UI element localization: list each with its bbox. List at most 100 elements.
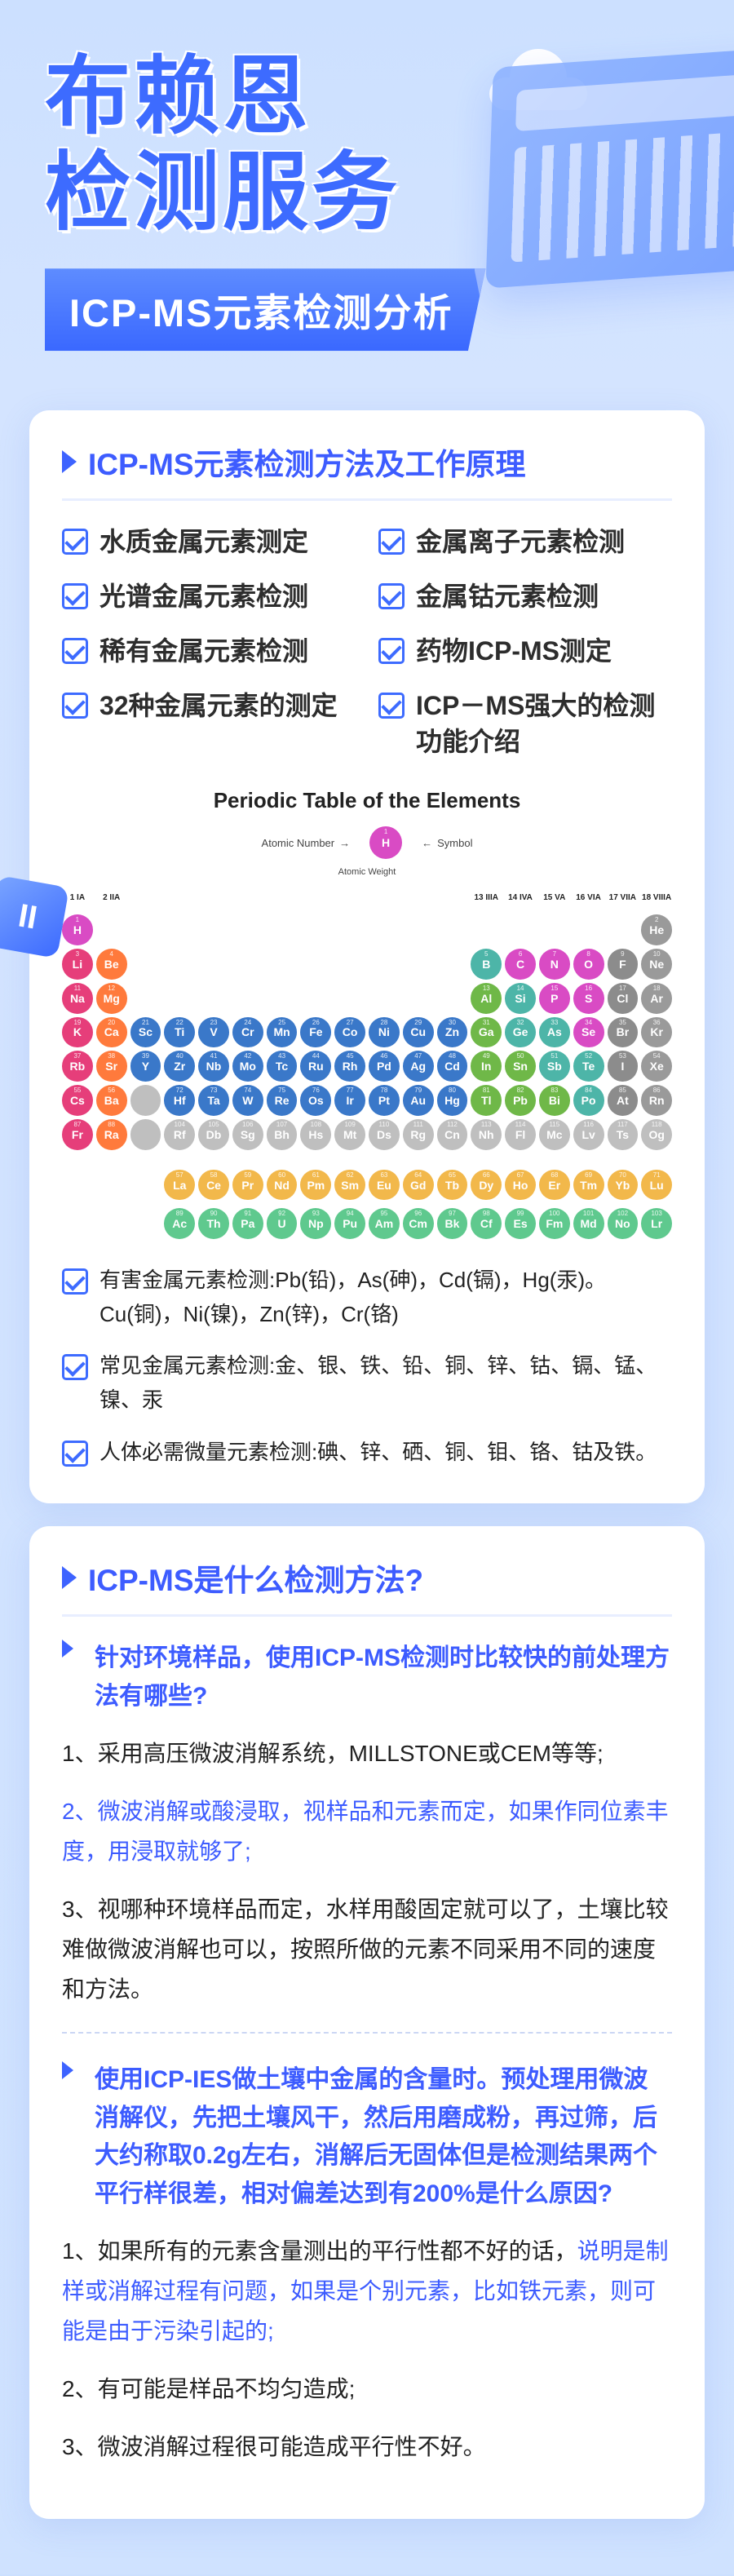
method-label: 药物ICP-MS测定: [416, 633, 612, 670]
element-empty: [437, 949, 468, 980]
note-row: 常见金属元素检测:金、银、铁、铅、铜、锌、钴、镉、锰、镍、汞: [62, 1349, 672, 1417]
element-cell: 19K: [62, 1017, 93, 1048]
element-cell: 94Pu: [334, 1208, 365, 1239]
element-cell: 116Lv: [573, 1119, 604, 1150]
element-cell: 65Tb: [437, 1170, 468, 1201]
element-cell: 59Pr: [232, 1170, 263, 1201]
element-cell: 36Kr: [641, 1017, 672, 1048]
element-cell: [130, 1119, 161, 1150]
element-cell: 45Rh: [334, 1051, 365, 1082]
method-item: 药物ICP-MS测定: [378, 633, 672, 670]
method-item: 稀有金属元素检测: [62, 633, 356, 670]
periodic-title: Periodic Table of the Elements: [62, 788, 672, 813]
element-cell: 107Bh: [267, 1119, 298, 1150]
element-empty: [334, 949, 365, 980]
qa-answer: 2、有可能是样品不均匀造成;: [62, 2369, 672, 2409]
section-title: ICP-MS元素检测方法及工作原理: [88, 440, 526, 484]
qa-answer: 2、微波消解或酸浸取，视样品和元素而定，如果作同位素丰度，用浸取就够了;: [62, 1791, 672, 1871]
element-cell: 27Co: [334, 1017, 365, 1048]
element-cell: 114Fl: [505, 1119, 536, 1150]
element-cell: 57La: [164, 1170, 195, 1201]
element-cell: 11Na: [62, 983, 93, 1014]
element-cell: 98Cf: [471, 1208, 502, 1239]
element-cell: 50Sn: [505, 1051, 536, 1082]
element-empty: [608, 914, 639, 945]
element-cell: 33As: [539, 1017, 570, 1048]
element-empty: [232, 983, 263, 1014]
element-cell: 82Pb: [505, 1085, 536, 1116]
hero-title: 布赖恩 检测服务: [45, 49, 689, 241]
note-row: 人体必需微量元素检测:碘、锌、硒、铜、钼、铬、钴及铁。: [62, 1436, 672, 1470]
element-cell: [130, 1085, 161, 1116]
element-empty: [369, 914, 400, 945]
element-empty: [334, 983, 365, 1014]
element-cell: 85At: [608, 1085, 639, 1116]
element-empty: [369, 983, 400, 1014]
element-cell: 39Y: [130, 1051, 161, 1082]
element-empty: [130, 1208, 161, 1239]
section-header: ICP-MS是什么检测方法?: [62, 1556, 672, 1617]
element-empty: [130, 949, 161, 980]
element-empty: [164, 983, 195, 1014]
element-cell: 6C: [505, 949, 536, 980]
note-row: 有害金属元素检测:Pb(铅)，As(砷)，Cd(镉)，Hg(汞)。Cu(铜)，N…: [62, 1264, 672, 1331]
element-cell: 118Og: [641, 1119, 672, 1150]
element-empty: [539, 914, 570, 945]
element-cell: 86Rn: [641, 1085, 672, 1116]
element-cell: 25Mn: [267, 1017, 298, 1048]
group-header: [334, 888, 365, 906]
check-icon: [62, 1268, 88, 1295]
element-cell: 83Bi: [539, 1085, 570, 1116]
element-empty: [198, 949, 229, 980]
element-empty: [232, 914, 263, 945]
element-empty: [505, 914, 536, 945]
arrow-icon: [62, 1640, 73, 1658]
element-cell: 20Ca: [96, 1017, 127, 1048]
legend-atomic-number: Atomic Number: [262, 837, 335, 849]
method-item: 水质金属元素测定: [62, 524, 356, 560]
element-empty: [232, 949, 263, 980]
element-cell: 37Rb: [62, 1051, 93, 1082]
element-cell: 10Ne: [641, 949, 672, 980]
element-empty: [437, 983, 468, 1014]
element-cell: 77Ir: [334, 1085, 365, 1116]
check-icon: [62, 1354, 88, 1380]
method-label: 稀有金属元素检测: [99, 633, 308, 670]
group-header: 18 VIIIA: [641, 888, 672, 906]
section-methods: ICP-MS元素检测方法及工作原理 水质金属元素测定金属离子元素检测光谱金属元素…: [29, 410, 705, 1503]
element-cell: 111Rg: [403, 1119, 434, 1150]
check-icon: [378, 583, 405, 609]
legend-symbol: Symbol: [437, 837, 472, 849]
element-empty: [164, 949, 195, 980]
element-cell: 24Cr: [232, 1017, 263, 1048]
element-cell: 80Hg: [437, 1085, 468, 1116]
qa-answer: 1、采用高压微波消解系统，MILLSTONE或CEM等等;: [62, 1733, 672, 1773]
element-cell: 76Os: [300, 1085, 331, 1116]
method-item: ICP－MS强大的检测功能介绍: [378, 688, 672, 761]
element-cell: 28Ni: [369, 1017, 400, 1048]
element-cell: 113Nh: [471, 1119, 502, 1150]
section-qa: ICP-MS是什么检测方法? 针对环境样品，使用ICP-MS检测时比较快的前处理…: [29, 1526, 705, 2519]
element-cell: 95Am: [369, 1208, 400, 1239]
element-cell: 93Np: [300, 1208, 331, 1239]
element-cell: 2He: [641, 914, 672, 945]
element-cell: 16S: [573, 983, 604, 1014]
element-cell: 40Zr: [164, 1051, 195, 1082]
element-empty: [198, 914, 229, 945]
arrow-icon: [62, 1566, 77, 1589]
element-cell: 84Po: [573, 1085, 604, 1116]
element-empty: [96, 1208, 127, 1239]
hero-subtitle: ICP-MS元素检测分析: [45, 268, 486, 351]
element-cell: 66Dy: [471, 1170, 502, 1201]
element-empty: [300, 949, 331, 980]
check-icon: [62, 693, 88, 719]
element-cell: 4Be: [96, 949, 127, 980]
qa-body: 针对环境样品，使用ICP-MS检测时比较快的前处理方法有哪些?1、采用高压微波消…: [62, 1640, 672, 2467]
element-cell: 115Mc: [539, 1119, 570, 1150]
element-cell: 15P: [539, 983, 570, 1014]
periodic-table: Periodic Table of the Elements Atomic Nu…: [62, 788, 672, 1239]
element-cell: 48Cd: [437, 1051, 468, 1082]
element-empty: [130, 914, 161, 945]
method-item: 32种金属元素的测定: [62, 688, 356, 761]
element-cell: 96Cm: [403, 1208, 434, 1239]
